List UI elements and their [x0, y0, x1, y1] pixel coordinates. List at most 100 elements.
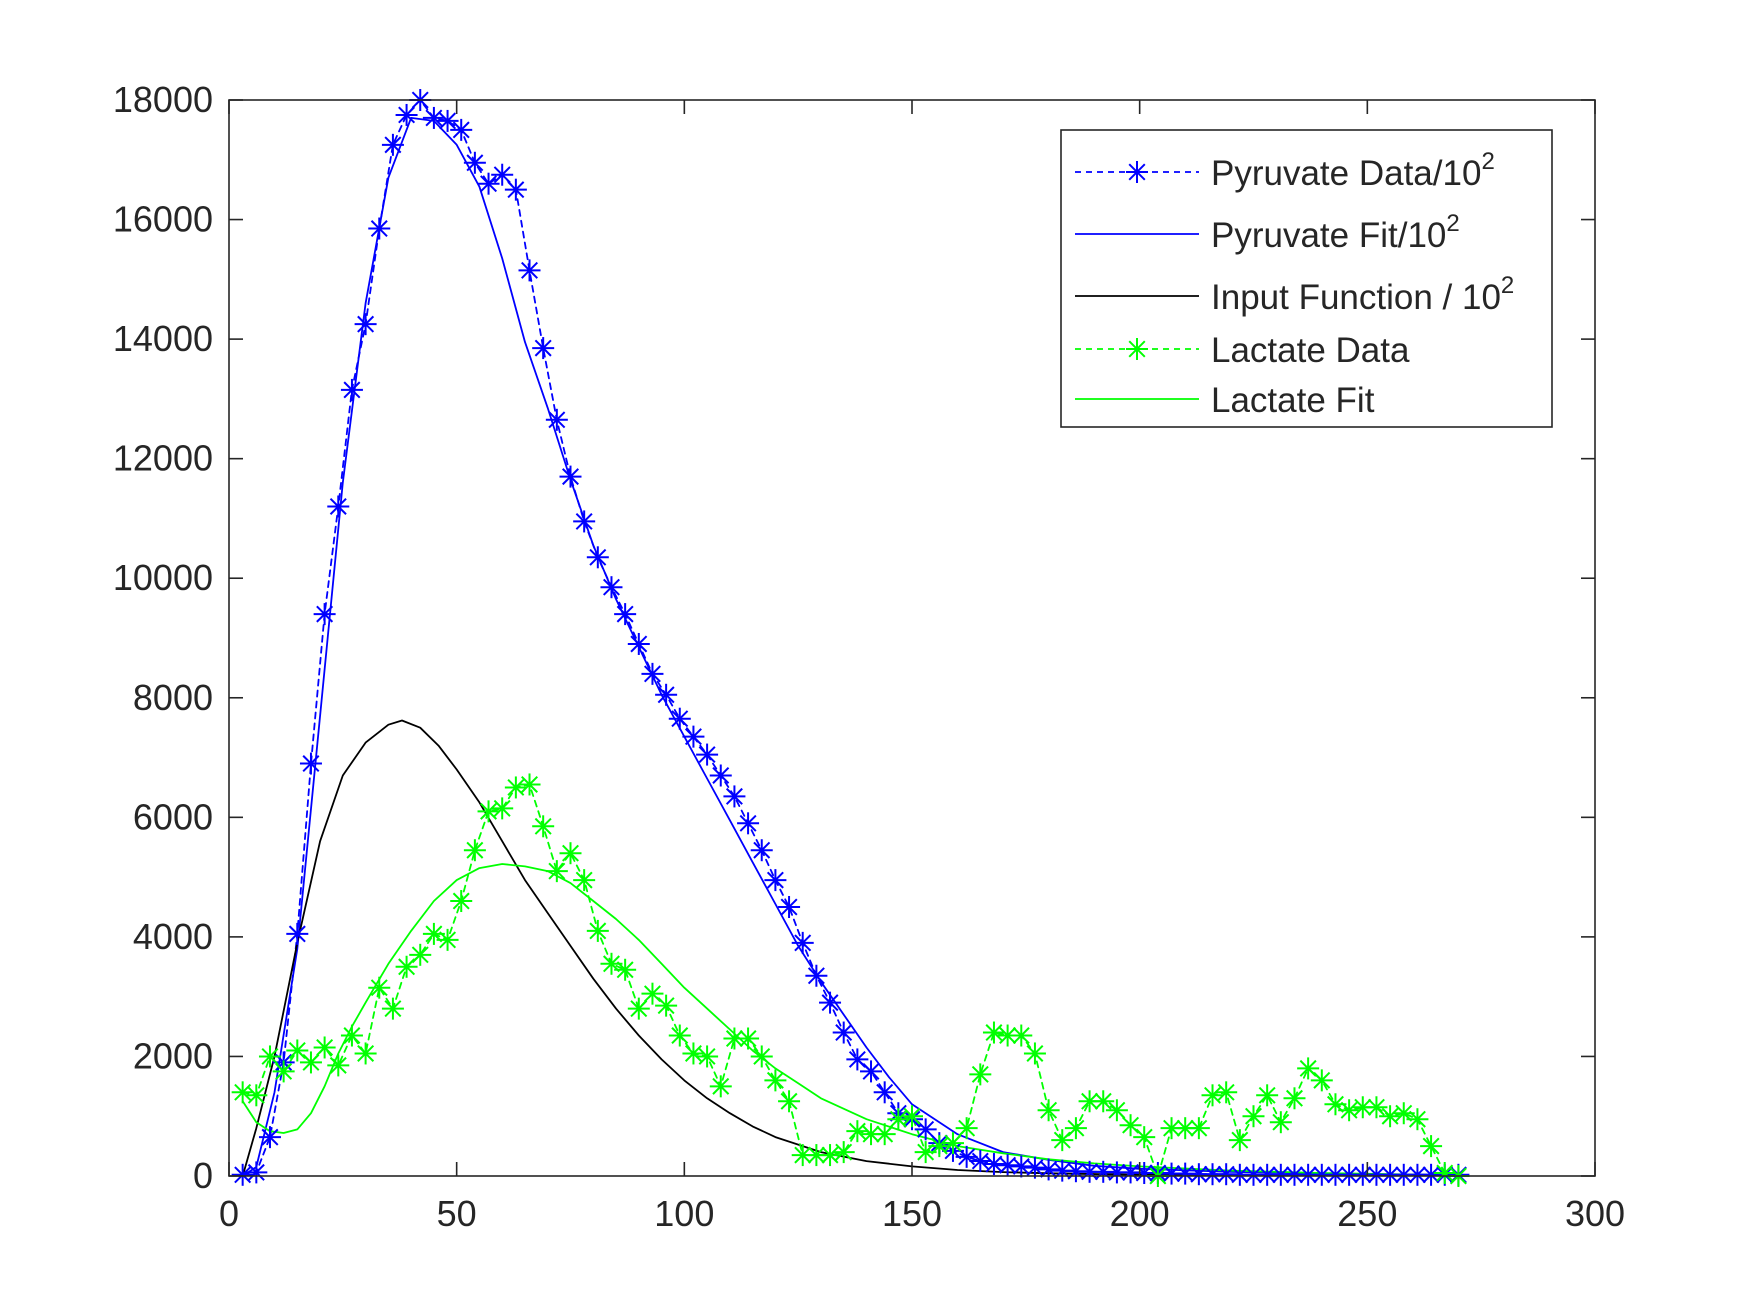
data-point [1228, 1129, 1251, 1152]
data-point [1310, 1163, 1333, 1186]
data-point [614, 603, 637, 626]
data-point [1379, 1105, 1402, 1128]
data-point [1051, 1129, 1074, 1152]
legend-item-2: Pyruvate Fit/102 [1075, 210, 1460, 255]
data-point [832, 1141, 855, 1164]
legend-label-text: Input Function / 10 [1211, 278, 1501, 317]
data-point [491, 797, 514, 820]
data-point [409, 943, 432, 966]
data-point [982, 1153, 1005, 1176]
data-point [723, 785, 746, 808]
x-tick-label: 50 [437, 1193, 477, 1234]
data-point [340, 1024, 363, 1047]
data-point [723, 1027, 746, 1050]
legend-item-5: Lactate Fit [1075, 381, 1375, 420]
data-point [491, 163, 514, 186]
data-point [696, 743, 719, 766]
y-tick-label: 8000 [133, 677, 213, 718]
data-point [327, 1054, 350, 1077]
data-point [286, 922, 309, 945]
data-point [1269, 1111, 1292, 1134]
data-point [791, 931, 814, 954]
data-point [368, 976, 391, 999]
data-point [518, 259, 541, 282]
data-point [846, 1120, 869, 1143]
data-point [1037, 1099, 1060, 1122]
y-tick-label: 14000 [113, 318, 213, 359]
x-tick-label: 0 [219, 1193, 239, 1234]
data-point [477, 800, 500, 823]
legend-item-1: Pyruvate Data/102 [1075, 148, 1495, 193]
data-point [299, 1051, 322, 1074]
data-point [504, 178, 527, 201]
data-point [368, 217, 391, 240]
data-point [559, 842, 582, 865]
marker-layer [231, 89, 1470, 1187]
data-point [709, 764, 732, 787]
legend-label-superscript: 2 [1481, 148, 1494, 175]
data-point [655, 683, 678, 706]
data-point [354, 1042, 377, 1065]
data-point [737, 812, 760, 835]
data-point [709, 1075, 732, 1098]
data-point [982, 1021, 1005, 1044]
data-point [1420, 1135, 1443, 1158]
data-point [668, 707, 691, 730]
data-point [313, 603, 336, 626]
data-point [928, 1135, 951, 1158]
data-point [778, 896, 801, 918]
data-point [231, 1081, 254, 1104]
data-point [682, 1042, 705, 1065]
data-point [873, 1081, 896, 1104]
y-tick-label: 18000 [113, 79, 213, 120]
data-point [450, 118, 473, 141]
x-tick-label: 150 [882, 1193, 942, 1234]
legend-label-text: Pyruvate Data/10 [1211, 154, 1481, 193]
y-tick-label: 6000 [133, 796, 213, 837]
data-point [1010, 1155, 1033, 1178]
data-point [764, 869, 787, 892]
x-tick-labels: 0 50 100 150 200 250 300 [219, 1193, 1625, 1234]
data-point [354, 313, 377, 336]
data-point [1023, 1156, 1046, 1179]
legend-label: Input Function / 102 [1211, 272, 1514, 317]
data-point [245, 1161, 268, 1184]
data-point [1201, 1084, 1224, 1107]
data-point [1064, 1117, 1087, 1140]
data-point [614, 958, 637, 981]
data-point [1160, 1162, 1183, 1185]
data-point [573, 869, 596, 892]
data-point [1256, 1084, 1279, 1107]
data-point [395, 103, 418, 126]
y-tick-label: 0 [193, 1155, 213, 1196]
data-point [600, 576, 623, 599]
data-point [641, 982, 664, 1005]
data-point [463, 151, 486, 174]
data-point [313, 1036, 336, 1059]
data-point [996, 1154, 1019, 1177]
data-point [573, 510, 596, 533]
data-point [258, 1045, 281, 1068]
data-point [1406, 1108, 1429, 1131]
legend-label: Lactate Data [1211, 331, 1410, 370]
data-point [436, 109, 459, 132]
data-point [1105, 1099, 1128, 1122]
data-point [778, 1090, 801, 1113]
legend-marker [1126, 161, 1148, 183]
data-point [245, 1084, 268, 1107]
legend-label: Pyruvate Data/102 [1211, 148, 1495, 193]
data-point [532, 337, 555, 360]
legend-item-4: Lactate Data [1075, 331, 1410, 370]
data-point [1242, 1105, 1265, 1128]
data-point [750, 1045, 773, 1068]
data-point [436, 928, 459, 951]
y-tick-label: 4000 [133, 916, 213, 957]
legend-label-superscript: 2 [1501, 272, 1514, 299]
data-point [627, 632, 650, 655]
data-point [737, 1027, 760, 1050]
data-point [381, 133, 404, 156]
data-point [1365, 1096, 1388, 1119]
data-point [1310, 1069, 1333, 1092]
data-point [586, 919, 609, 942]
legend-label-text: Pyruvate Fit/10 [1211, 216, 1446, 255]
